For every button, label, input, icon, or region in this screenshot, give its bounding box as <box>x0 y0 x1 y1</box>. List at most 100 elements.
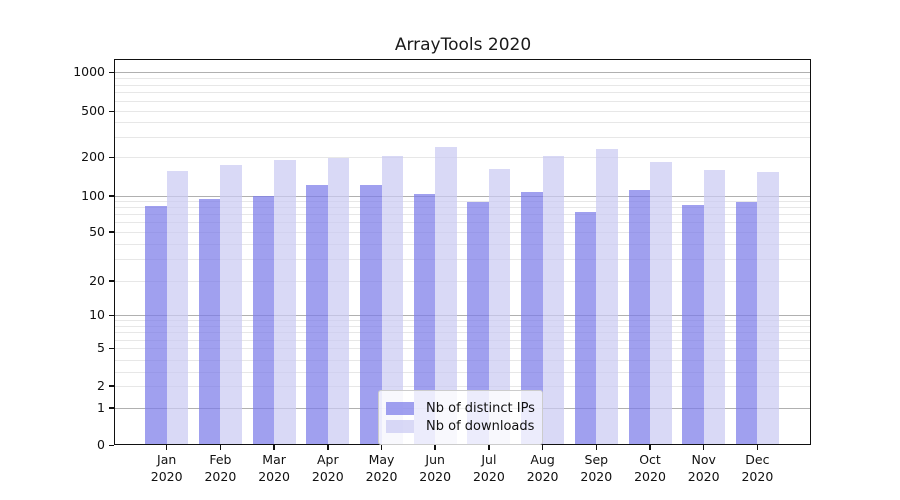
chart-title: ArrayTools 2020 <box>394 35 532 55</box>
x-tick-mark <box>273 445 275 450</box>
gridline-minor <box>115 111 811 112</box>
bar-distinct-ips-aug <box>521 191 543 445</box>
x-tick-label-mar: Mar 2020 <box>258 452 290 484</box>
bar-downloads-jul <box>488 168 511 445</box>
bar-distinct-ips-nov <box>682 204 704 445</box>
bar-distinct-ips-feb <box>198 198 221 445</box>
x-tick-label-apr: Apr 2020 <box>311 452 344 484</box>
gridline-minor <box>115 100 811 102</box>
gridline-minor <box>115 92 811 94</box>
bar-downloads-dec <box>757 172 779 445</box>
x-tick-label-dec: Dec 2020 <box>741 452 774 484</box>
bar-distinct-ips-apr <box>306 185 328 445</box>
x-tick-mark <box>541 445 544 450</box>
y-tick-mark <box>109 195 114 197</box>
x-tick-mark <box>702 445 705 450</box>
legend-swatch-downloads <box>386 420 414 433</box>
x-tick-label-jun: Jun 2020 <box>419 452 452 484</box>
gridline-minor <box>115 371 811 373</box>
x-tick-mark <box>380 445 383 450</box>
x-tick-label-jan: Jan 2020 <box>150 452 183 484</box>
y-tick-label: 0 <box>97 437 105 452</box>
bar-downloads-apr <box>327 157 350 445</box>
bar-downloads-oct <box>650 161 672 445</box>
y-tick-label: 1 <box>97 399 105 415</box>
gridline-minor <box>115 222 811 224</box>
y-tick-mark <box>109 385 114 387</box>
x-tick-mark <box>165 445 168 450</box>
y-tick-label: 1000 <box>73 64 105 79</box>
gridline-minor <box>115 339 811 341</box>
plot-area <box>115 60 811 445</box>
legend-item-distinct-ips: Nb of distinct IPs <box>386 400 535 417</box>
y-tick-label: 50 <box>89 223 105 239</box>
bar-distinct-ips-may <box>360 185 382 445</box>
gridline-minor <box>115 77 811 79</box>
y-tick-mark <box>109 407 114 409</box>
gridline-minor <box>115 207 811 209</box>
y-tick-label: 10 <box>89 307 105 322</box>
gridline-minor <box>115 360 811 361</box>
y-tick-label: 20 <box>89 272 105 288</box>
y-tick-label: 2 <box>97 377 105 393</box>
gridline-minor <box>115 122 811 124</box>
legend: Nb of distinct IPs Nb of downloads <box>378 390 543 445</box>
bar-downloads-aug <box>542 155 565 445</box>
gridline-minor <box>115 385 811 387</box>
x-tick-mark <box>595 445 598 450</box>
x-tick-label-sep: Sep 2020 <box>580 452 613 484</box>
gridline-minor <box>115 243 811 245</box>
legend-label: Nb of distinct IPs <box>426 401 535 416</box>
x-tick-mark <box>756 445 759 450</box>
legend-label: Nb of downloads <box>426 419 535 434</box>
gridline-minor <box>115 348 811 350</box>
gridline-minor <box>115 231 811 233</box>
y-tick-label: 200 <box>81 149 105 165</box>
x-tick-label-feb: Feb 2020 <box>204 452 237 484</box>
y-tick-mark <box>109 71 114 73</box>
bar-downloads-nov <box>703 169 726 445</box>
y-tick-mark <box>109 231 114 233</box>
bar-downloads-jan <box>166 170 189 445</box>
gridline-major <box>115 195 811 197</box>
legend-item-downloads: Nb of downloads <box>386 418 535 435</box>
gridline-minor <box>115 280 811 282</box>
bar-downloads-feb <box>220 164 242 445</box>
y-tick-mark <box>109 347 114 350</box>
y-tick-mark <box>109 156 114 159</box>
bar-distinct-ips-sep <box>574 211 597 445</box>
gridline-major <box>115 315 811 316</box>
bar-distinct-ips-oct <box>628 190 650 445</box>
bar-distinct-ips-jan <box>145 205 167 445</box>
y-tick-mark <box>109 314 114 316</box>
gridline-minor <box>115 136 811 138</box>
y-tick-mark <box>109 280 114 282</box>
x-tick-mark <box>219 445 222 450</box>
x-tick-label-aug: Aug 2020 <box>526 452 559 484</box>
x-tick-label-jul: Jul 2020 <box>472 452 505 484</box>
gridline-minor <box>115 157 811 159</box>
x-tick-label-may: May 2020 <box>365 452 398 484</box>
x-tick-label-nov: Nov 2020 <box>687 452 720 484</box>
gridline-minor <box>115 214 811 216</box>
bar-distinct-ips-mar <box>252 195 275 445</box>
legend-swatch-distinct-ips <box>386 402 414 415</box>
y-tick-label: 100 <box>81 187 105 203</box>
y-tick-label: 500 <box>81 103 105 118</box>
bar-downloads-jun <box>435 147 457 445</box>
x-tick-label-oct: Oct 2020 <box>634 452 666 484</box>
gridline-major <box>115 72 811 73</box>
bar-downloads-may <box>381 155 403 445</box>
gridline-minor <box>115 332 811 334</box>
x-tick-mark <box>327 445 329 450</box>
y-tick-mark <box>109 444 114 446</box>
bar-distinct-ips-jul <box>467 202 489 445</box>
bar-distinct-ips-jun <box>413 194 436 445</box>
bar-distinct-ips-dec <box>735 201 758 445</box>
gridline-minor <box>115 320 811 322</box>
gridline-minor <box>115 325 811 327</box>
gridline-minor <box>115 259 811 261</box>
gridlines-layer <box>115 60 811 445</box>
y-tick-mark <box>109 110 114 112</box>
